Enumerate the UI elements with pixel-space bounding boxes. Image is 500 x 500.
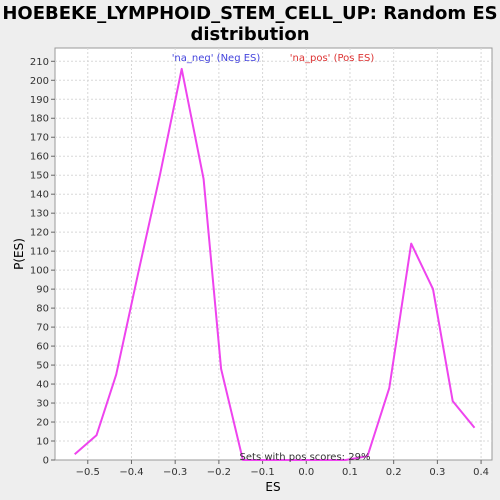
legend-entry-pos: 'na_pos' (Pos ES) (290, 53, 375, 64)
pos-scores-annotation: Sets with pos scores: 29% (240, 452, 371, 463)
y-tick-label: 200 (30, 76, 49, 87)
chart-title-line-1: HOEBEKE_LYMPHOID_STEM_CELL_UP: Random ES (2, 3, 497, 24)
y-tick-label: 80 (36, 304, 49, 315)
y-tick-label: 170 (30, 133, 49, 144)
y-tick-label: 180 (30, 114, 49, 125)
chart-title-line-2: distribution (190, 24, 309, 45)
y-axis-label: P(ES) (12, 238, 26, 270)
y-tick-label: 90 (36, 285, 49, 296)
y-tick-label: 60 (36, 342, 49, 353)
y-tick-label: 10 (36, 437, 49, 448)
x-tick-label: −0.2 (207, 467, 231, 478)
y-tick-label: 190 (30, 95, 49, 106)
y-tick-label: 160 (30, 152, 49, 163)
x-tick-label: 0.1 (342, 467, 358, 478)
x-axis-label: ES (265, 480, 280, 494)
series-line (74, 67, 476, 461)
y-tick-label: 70 (36, 323, 49, 334)
x-tick-label: 0.2 (386, 467, 402, 478)
legend: 'na_neg' (Neg ES) 'na_pos' (Pos ES) (172, 53, 375, 64)
y-tick-label: 110 (30, 247, 49, 258)
x-tick-label: −0.4 (119, 467, 143, 478)
y-tick-label: 100 (30, 266, 49, 277)
x-tick-label: −0.3 (163, 467, 187, 478)
y-tick-label: 50 (36, 361, 49, 372)
x-tick-label: 0.4 (473, 467, 489, 478)
series-layer (74, 67, 476, 461)
y-tick-label: 130 (30, 209, 49, 220)
x-tick-label: −0.1 (250, 467, 274, 478)
grid (55, 48, 492, 460)
legend-entry-neg: 'na_neg' (Neg ES) (172, 53, 261, 64)
x-tick-label: −0.5 (76, 467, 100, 478)
y-tick-label: 120 (30, 228, 49, 239)
plot-area (54, 47, 493, 461)
y-tick-label: 140 (30, 190, 49, 201)
y-tick-label: 30 (36, 399, 49, 410)
y-tick-label: 40 (36, 380, 49, 391)
axis-ticks: 0 10 20 30 40 50 60 70 80 90 100 110 120 130 140 150 160… (30, 57, 489, 478)
y-tick-label: 150 (30, 171, 49, 182)
y-tick-label: 20 (36, 418, 49, 429)
x-tick-label: 0.0 (298, 467, 314, 478)
y-tick-label: 210 (30, 57, 49, 68)
x-tick-label: 0.3 (429, 467, 445, 478)
y-tick-label: 0 (43, 456, 49, 467)
